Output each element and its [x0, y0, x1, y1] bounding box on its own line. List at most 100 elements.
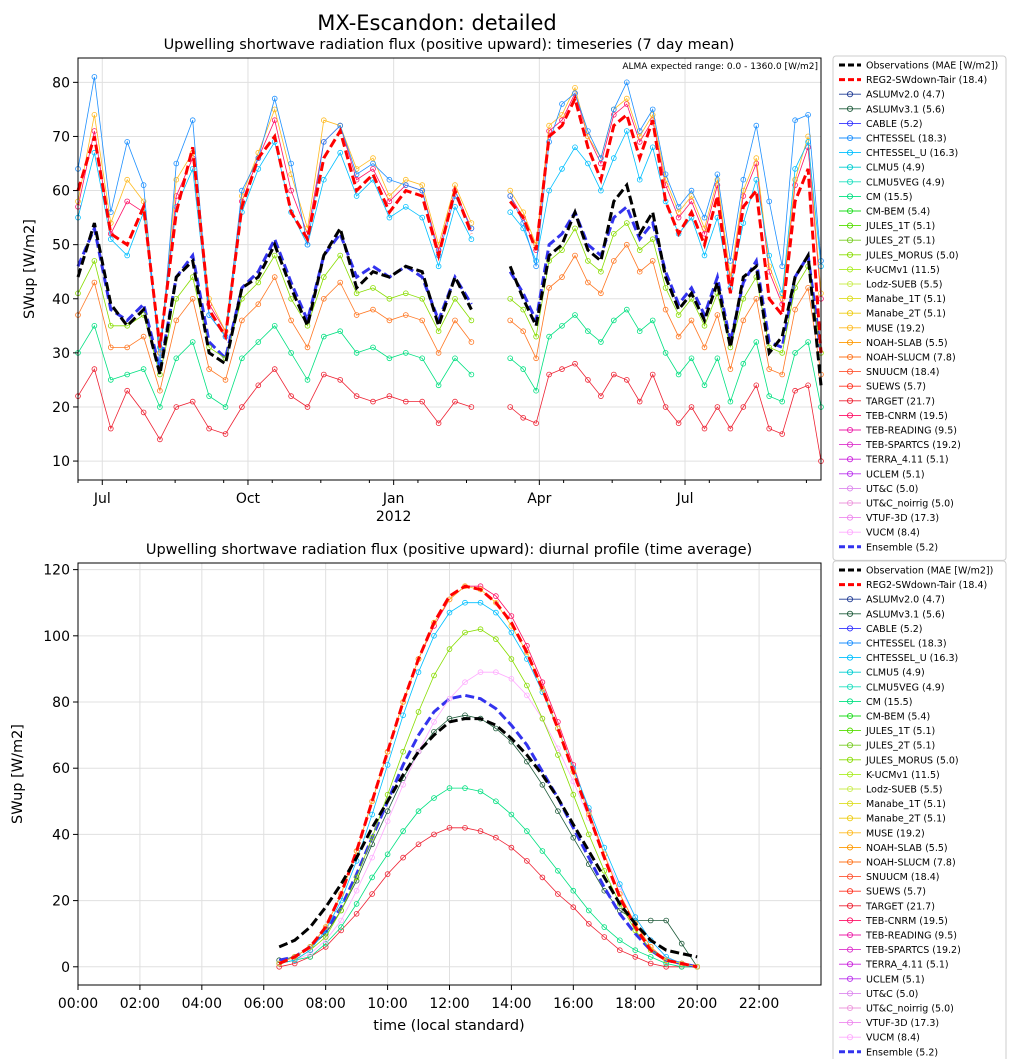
- data-point: [688, 404, 695, 410]
- legend-entry-vtuf-3d-17-3: VTUF-3D (17.3): [839, 1018, 939, 1029]
- data-point: [402, 350, 409, 356]
- data-point: [431, 632, 437, 639]
- data-point: [239, 187, 245, 194]
- legend-entry-aslumv3-1-5-6: ASLUMv3.1 (5.6): [839, 609, 945, 620]
- data-point: [206, 393, 212, 399]
- legend-marker: [846, 756, 854, 763]
- data-point: [435, 420, 442, 427]
- data-point: [384, 808, 391, 814]
- data-point: [766, 252, 772, 259]
- data-point: [753, 176, 760, 183]
- diurnal-x-label: time (local standard): [373, 1018, 524, 1034]
- legend-entry-teb-reading-9-5: TEB-READING (9.5): [839, 426, 957, 437]
- data-point: [623, 79, 630, 86]
- data-point: [539, 715, 546, 722]
- legend-label: JULES_2T (5.1): [865, 236, 935, 247]
- legend-marker: [846, 426, 854, 434]
- legend-label: Manabe_1T (5.1): [866, 799, 946, 810]
- data-point: [572, 225, 578, 232]
- data-point: [507, 317, 514, 324]
- legend-label: TEB-CNRM (19.5): [865, 916, 948, 927]
- data-point: [585, 831, 592, 838]
- legend-label: Observations (MAE [W/m2]): [866, 61, 998, 72]
- data-point: [320, 139, 327, 145]
- legend-marker: [846, 1034, 854, 1041]
- legend-entry-teb-spartcs-19-2: TEB-SPARTCS (19.2): [839, 440, 961, 451]
- legend-marker: [846, 1004, 854, 1012]
- legend-entry-teb-cnrm-19-5: TEB-CNRM (19.5): [839, 916, 948, 927]
- data-point: [124, 344, 130, 351]
- data-point: [462, 785, 468, 791]
- data-point: [353, 910, 360, 917]
- legend-entry-jules-2t-5-1: JULES_2T (5.1): [839, 236, 935, 247]
- data-point: [585, 160, 591, 167]
- legend-entry-snuucm-18-4: SNUUCM (18.4): [839, 367, 939, 378]
- data-point: [533, 263, 539, 270]
- data-point: [647, 954, 654, 960]
- data-point: [370, 155, 376, 161]
- data-point: [714, 404, 721, 410]
- data-point: [415, 808, 422, 814]
- legend-marker: [846, 91, 854, 98]
- legend-label: SUEWS (5.7): [866, 887, 926, 898]
- data-point: [493, 834, 499, 841]
- data-point: [384, 851, 391, 858]
- data-point: [189, 166, 196, 172]
- data-point: [663, 917, 669, 924]
- data-point: [675, 209, 682, 216]
- legend-marker: [846, 683, 854, 690]
- data-point: [507, 193, 514, 199]
- x-tick-label: 20:00: [677, 996, 717, 1012]
- series-line: [509, 81, 822, 267]
- data-point: [415, 669, 422, 675]
- data-point: [632, 914, 639, 920]
- legend-entry-reg2-swdown-tair-18-4: REG2-SWdown-Tair (18.4): [839, 580, 987, 591]
- series-line: [279, 671, 698, 968]
- data-point: [636, 268, 643, 275]
- legend-label: CLMU5VEG (4.9): [866, 177, 945, 188]
- data-point: [370, 166, 376, 172]
- legend-label: ASLUMv3.1 (5.6): [866, 609, 945, 620]
- data-point: [337, 377, 344, 383]
- legend-marker: [846, 383, 854, 390]
- data-point: [546, 333, 552, 340]
- legend-marker: [846, 888, 854, 895]
- data-point: [766, 393, 772, 399]
- legend-marker: [846, 727, 854, 734]
- series-reg2-swdown-tair-18-4: [76, 94, 823, 354]
- data-point: [173, 355, 180, 362]
- data-point: [307, 954, 314, 960]
- timeseries-title: Upwelling shortwave radiation flux (posi…: [164, 37, 735, 53]
- legend-label: ASLUMv2.0 (4.7): [866, 595, 945, 606]
- data-point: [415, 709, 422, 715]
- legend-entry-manabe-2t-5-1: Manabe_2T (5.1): [839, 814, 946, 825]
- data-point: [585, 861, 592, 867]
- legend-entry-jules-2t-5-1: JULES_2T (5.1): [839, 741, 935, 752]
- data-point: [304, 377, 311, 383]
- x-tick-label: 22:00: [739, 996, 779, 1012]
- data-point: [369, 891, 375, 897]
- data-point: [288, 295, 294, 302]
- legend-entry-snuucm-18-4: SNUUCM (18.4): [839, 872, 939, 883]
- series-line: [508, 181, 823, 386]
- series-line: [279, 787, 698, 968]
- series-line: [77, 368, 472, 441]
- data-point: [616, 937, 623, 944]
- legend-entry-jules-1t-5-1: JULES_1T (5.1): [839, 726, 935, 737]
- legend-label: UT&C (5.0): [866, 484, 918, 495]
- legend-marker: [846, 639, 854, 647]
- data-point: [462, 629, 468, 636]
- x-tick-label: 08:00: [305, 996, 345, 1012]
- data-point: [572, 252, 578, 259]
- data-point: [520, 306, 526, 313]
- data-point: [222, 377, 229, 383]
- data-point: [239, 317, 245, 324]
- legend-marker: [846, 625, 854, 632]
- data-point: [400, 712, 406, 719]
- data-point: [559, 247, 565, 253]
- data-point: [337, 149, 344, 156]
- data-point: [124, 371, 130, 378]
- data-point: [431, 795, 437, 801]
- data-point: [753, 339, 760, 345]
- legend-marker: [846, 712, 854, 720]
